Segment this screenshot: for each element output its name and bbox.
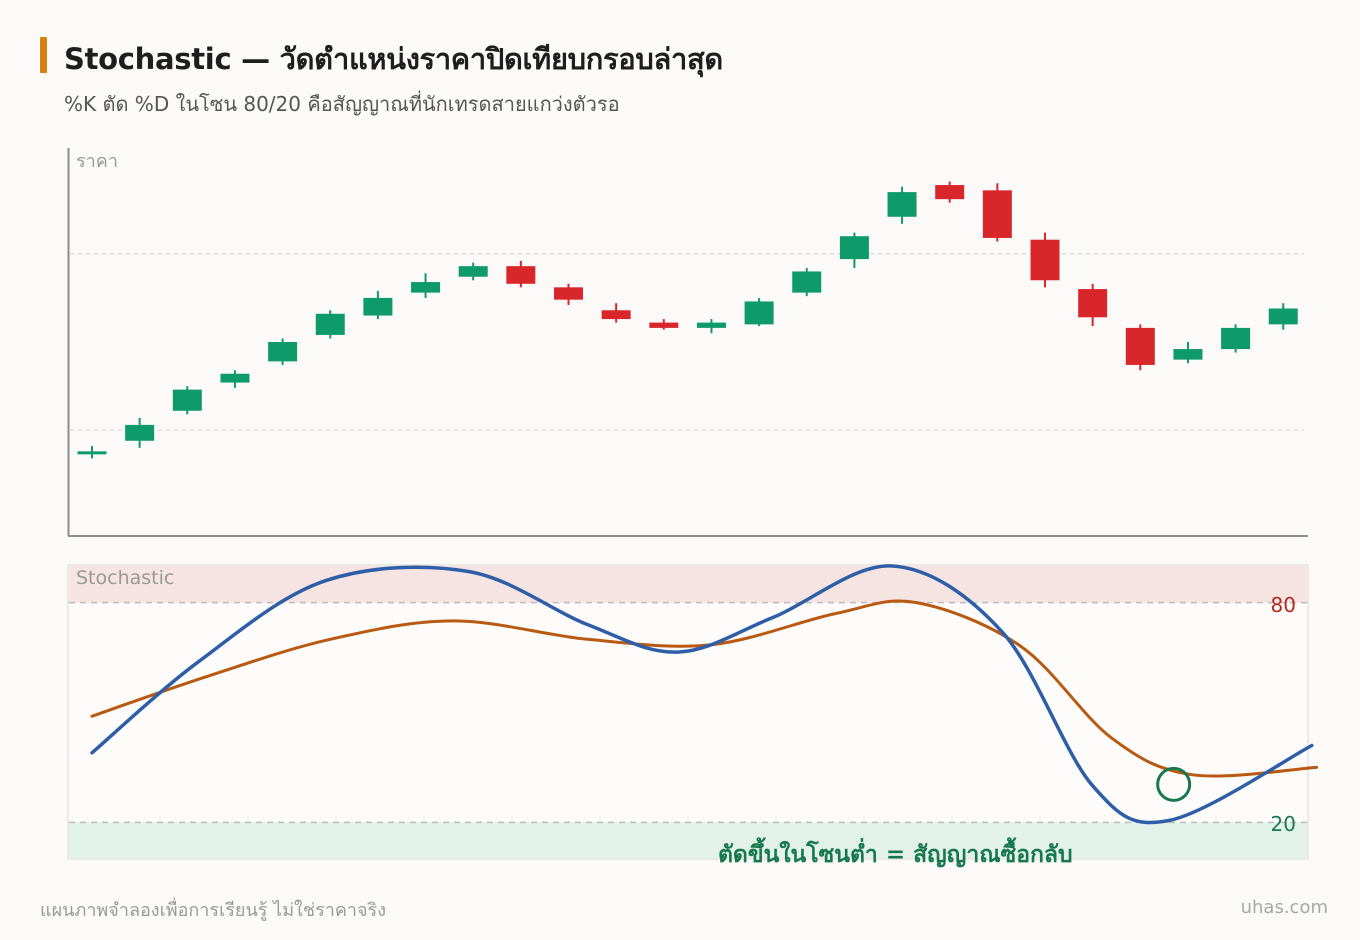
stochastic-panel: Stochastic 80 20 ตัดขึ้นในโซนต่ำ = สัญญา… xyxy=(67,564,1319,868)
bullish-candle xyxy=(1221,324,1251,353)
bullish-candle xyxy=(172,386,202,415)
stochastic-panel-frame xyxy=(67,564,1309,860)
bullish-candle xyxy=(411,273,441,298)
candle-body xyxy=(887,192,917,217)
level-20-label: 20 xyxy=(1271,812,1296,836)
bullish-candle xyxy=(839,232,869,268)
candle-body xyxy=(744,301,774,325)
d-line xyxy=(90,599,1319,778)
bullish-candle xyxy=(315,310,345,339)
bearish-candle xyxy=(1125,324,1155,371)
price-panel: ราคา xyxy=(67,148,1308,537)
bullish-candle xyxy=(77,446,107,459)
level-80-label: 80 xyxy=(1271,593,1296,617)
candle-body xyxy=(601,310,631,320)
candle-body xyxy=(554,287,583,300)
bullish-candle xyxy=(792,267,822,297)
bearish-candle xyxy=(554,283,583,305)
bullish-candle xyxy=(458,262,488,281)
page-subtitle: %K ตัด %D ในโซน 80/20 คือสัญญาณที่นักเทร… xyxy=(64,92,620,116)
page-title: Stochastic — วัดตำแหน่งราคาปิดเทียบกรอบล… xyxy=(64,42,723,76)
k-line xyxy=(90,564,1314,825)
title-accent-bar xyxy=(40,37,47,73)
stochastic-panel-title: Stochastic xyxy=(76,567,174,589)
brand-label: uhas.com xyxy=(1240,897,1328,918)
candle-body xyxy=(363,297,393,316)
candle-body xyxy=(792,271,822,293)
bullish-candle xyxy=(1173,342,1203,364)
bearish-candle xyxy=(506,260,536,288)
candle-body xyxy=(268,342,298,362)
chart-area: ราคา Stochastic 80 20 ตัดขึ้นในโซนต่ำ = … xyxy=(67,148,1319,868)
bullish-candle xyxy=(220,370,250,388)
bearish-candle xyxy=(601,303,631,323)
bullish-candle xyxy=(696,319,726,334)
bearish-candle xyxy=(935,181,965,203)
candle-body xyxy=(1125,327,1155,365)
candle-body xyxy=(506,266,536,284)
candle-body xyxy=(315,313,345,335)
candle-body xyxy=(1030,239,1060,281)
candle-body xyxy=(649,322,679,328)
signal-marker xyxy=(1156,766,1192,802)
candle-body xyxy=(982,190,1012,238)
candle-body xyxy=(458,266,488,277)
candle-body xyxy=(696,322,726,328)
bearish-candle xyxy=(982,183,1012,242)
candle-body xyxy=(839,236,869,260)
bullish-candle xyxy=(744,297,774,327)
bullish-candle xyxy=(125,417,155,448)
candle-body xyxy=(172,389,202,411)
candle-body xyxy=(935,185,965,200)
bearish-candle xyxy=(649,319,679,330)
candle-body xyxy=(125,424,155,441)
oversold-zone xyxy=(69,822,1307,858)
candle-body xyxy=(220,373,250,383)
bullish-candle xyxy=(363,290,393,320)
signal-annotation: ตัดขึ้นในโซนต่ำ = สัญญาณซื้อกลับ xyxy=(718,837,1073,868)
candle-body xyxy=(1268,308,1298,325)
candle-body xyxy=(1078,289,1108,318)
bearish-candle xyxy=(1030,232,1060,288)
bullish-candle xyxy=(887,186,917,224)
bullish-candle xyxy=(268,338,298,365)
bullish-candle xyxy=(1268,303,1298,330)
price-axis-label: ราคา xyxy=(76,151,118,172)
candle-body xyxy=(77,451,107,455)
overbought-zone xyxy=(69,566,1307,603)
candle-body xyxy=(1221,327,1251,350)
bearish-candle xyxy=(1078,283,1108,327)
candle-body xyxy=(1173,349,1203,360)
candle-body xyxy=(411,282,441,293)
disclaimer-note: แผนภาพจำลองเพื่อการเรียนรู้ ไม่ใช่ราคาจร… xyxy=(40,900,386,921)
